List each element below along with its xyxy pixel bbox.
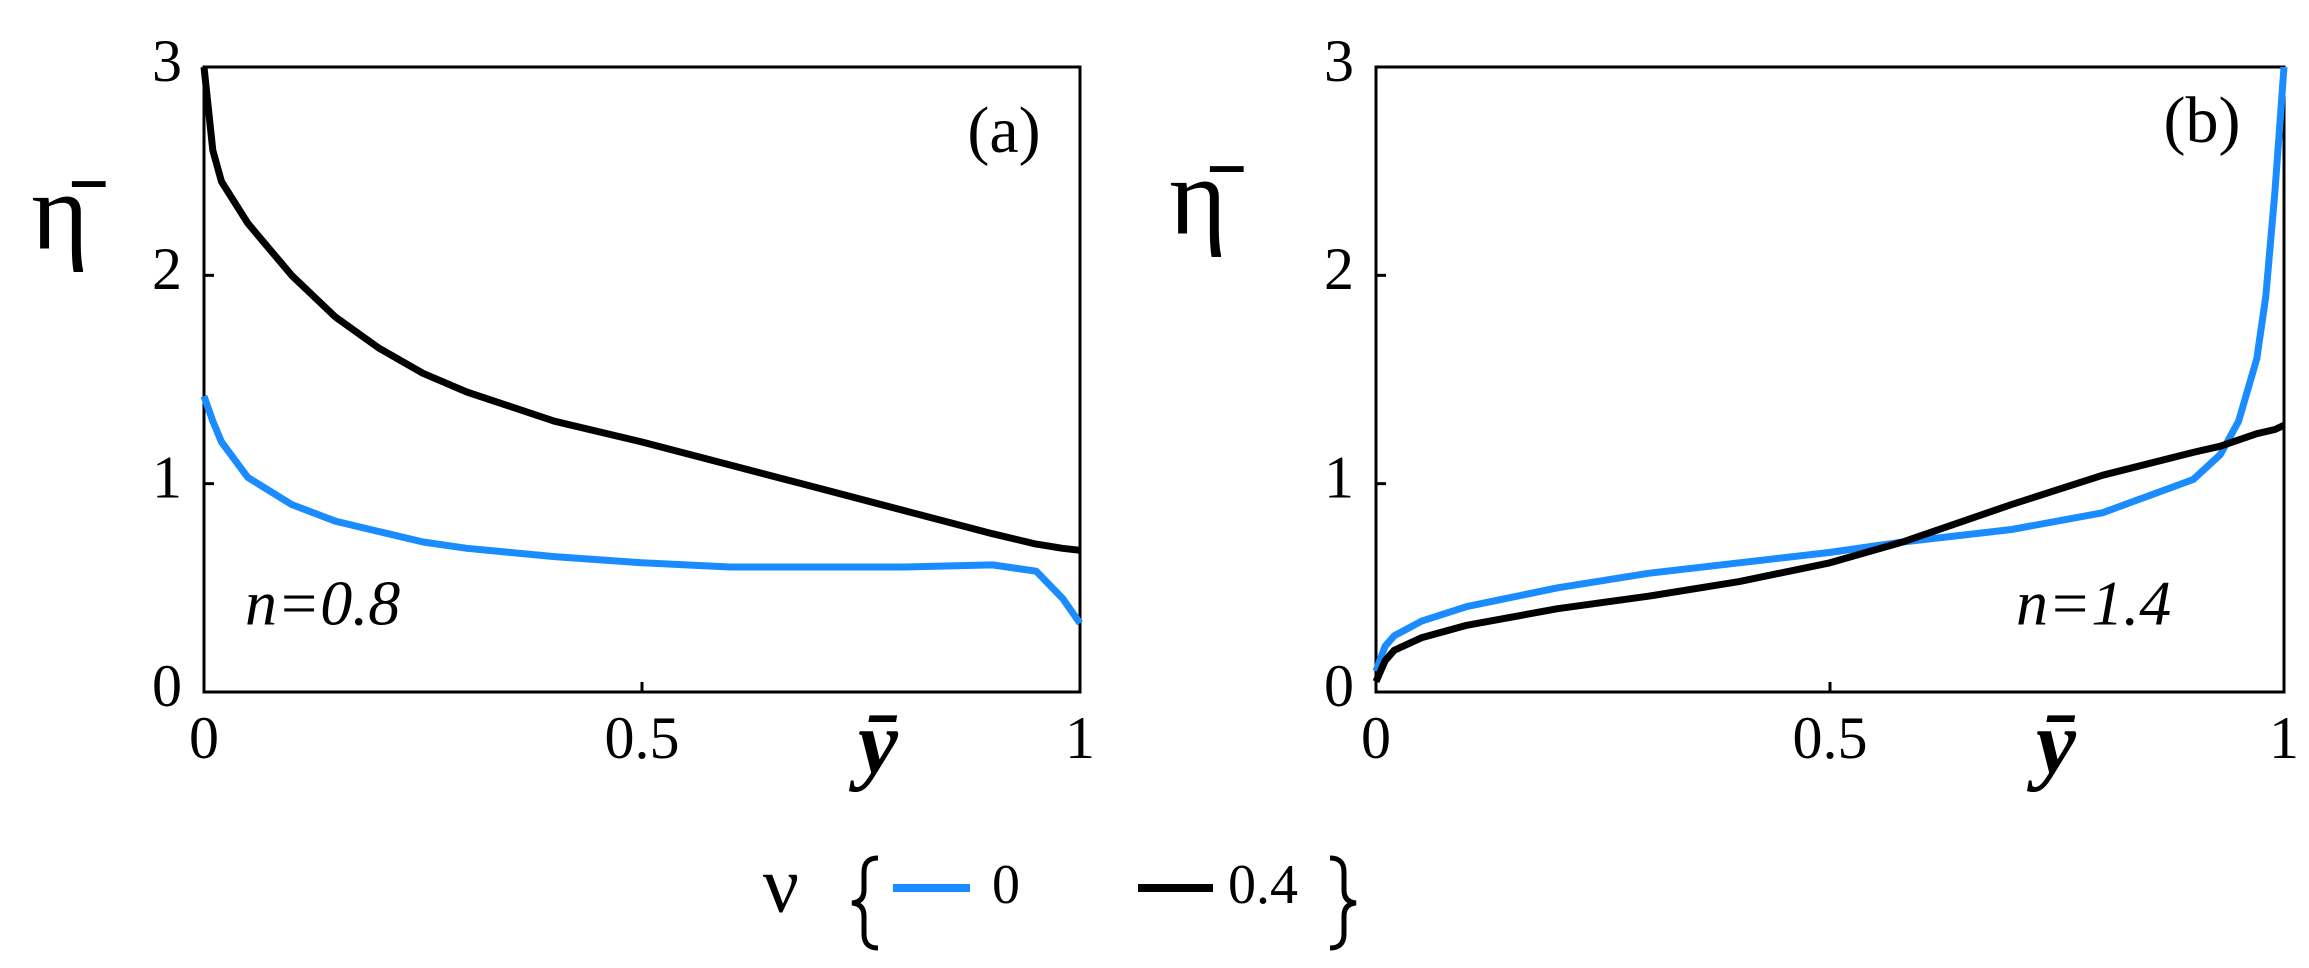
legend-brace-right [1329,855,1357,951]
x-tick-label: 0 [189,705,219,771]
y-tick-label: 3 [152,28,182,94]
y-axis-label: η̄ [1169,135,1244,257]
x-axis-label: ȳ [848,694,899,793]
y-tick-label: 0 [152,653,182,719]
parameter-label: n=1.4 [2016,568,2171,639]
legend-label: 0.4 [1228,854,1298,916]
line [200,395,1083,626]
y-tick-label: 2 [152,236,182,302]
legend-title: ν [763,841,799,929]
x-tick-label: 0 [1361,705,1391,771]
x-tick-label: 1 [2269,705,2299,771]
y-axis-label: η̄ [31,150,106,272]
line [1372,422,2286,684]
parameter-label: n=0.8 [245,568,400,639]
legend-brace-left [851,855,879,951]
x-tick-label: 0.5 [1793,705,1868,771]
y-tick-label: 0 [1324,653,1354,719]
y-tick-label: 3 [1324,28,1354,94]
panel-label: (b) [2164,84,2241,157]
legend-label: 0 [992,854,1020,916]
x-axis-label: ȳ [2026,694,2077,793]
line [200,66,1081,554]
x-tick-label: 0.5 [605,705,680,771]
panel-label: (a) [967,94,1040,167]
y-tick-label: 1 [1324,444,1354,510]
y-tick-label: 1 [152,444,182,510]
y-tick-label: 2 [1324,236,1354,302]
x-tick-label: 1 [1065,705,1095,771]
